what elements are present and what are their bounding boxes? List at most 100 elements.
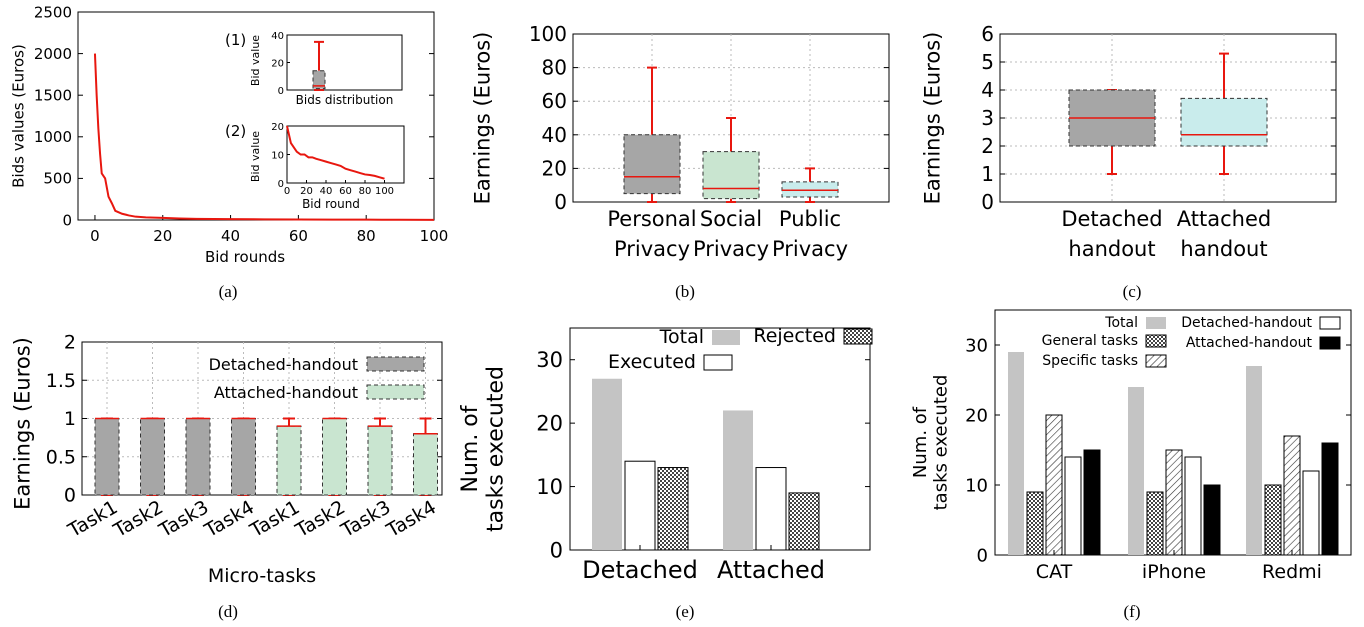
box [1068, 89, 1156, 175]
legend-swatch [843, 328, 873, 345]
y-tick-label: 0 [62, 211, 72, 229]
box [312, 40, 326, 91]
inset-x-tick-label: 20 [300, 186, 313, 197]
y-axis-label-group: Bid value [249, 35, 262, 86]
caption-a: (a) [218, 282, 238, 301]
x-tick-label: Task4 [382, 496, 440, 542]
legend-swatch [366, 384, 425, 400]
inset-x-tick-label: 80 [359, 186, 372, 197]
bar [1146, 491, 1164, 556]
box-body [1180, 97, 1268, 147]
y-tick-label: 0.5 [46, 446, 76, 468]
chart-d: 00.511.52Task1Task2Task3Task4Task1Task2T… [10, 332, 443, 587]
y-axis-label: Earnings (Euros) [10, 337, 34, 510]
box-body [367, 425, 393, 496]
x-tick-label: 40 [221, 227, 240, 245]
box-body [623, 134, 681, 195]
y-axis-label: tasks executed [483, 366, 508, 532]
chart-c: 0 1 2 3 4 5 6 Detached handout Attached handout Ear… [920, 22, 1337, 261]
bar [1203, 484, 1221, 556]
inset-y-tick-label: 0 [278, 179, 284, 190]
legend-swatch [1319, 336, 1341, 350]
box [231, 417, 256, 496]
legend-label: Specific tasks [1042, 353, 1138, 369]
box-body [781, 181, 839, 198]
x-tick-label: 60 [289, 227, 308, 245]
x-tick-label: Detached [1061, 207, 1162, 231]
series-line [93, 53, 435, 221]
legend-label: Rejected [753, 325, 836, 347]
chart-e: 0 10 20 30 Detached Attached Num. of tasks exec… [458, 325, 873, 584]
bar [657, 467, 689, 551]
legend-swatch [712, 330, 740, 345]
x-tick-label: Task3 [337, 496, 395, 542]
y-tick-label: 100 [529, 22, 567, 46]
legend-label: General tasks [1042, 333, 1138, 349]
y-tick-label: 6 [981, 22, 994, 46]
box-body [322, 418, 347, 496]
bar [1283, 435, 1301, 556]
y-tick-label: 4 [981, 78, 994, 102]
bar [1083, 449, 1101, 556]
y-tick-label: 10 [536, 475, 563, 499]
x-tick-label: Privacy [772, 237, 848, 261]
legend-label: Attached-handout [1186, 335, 1313, 351]
inset-x-tick-label: 60 [339, 186, 352, 197]
y-tick-label: 2500 [34, 3, 72, 21]
x-tick-label: Task2 [109, 496, 167, 542]
y-tick-label: 60 [542, 89, 567, 113]
bar [755, 467, 787, 551]
inset-x-axis-label: Bids distribution [296, 93, 394, 107]
legend-label: Total [1104, 315, 1138, 331]
legend-swatch [1319, 316, 1341, 330]
x-tick-label: handout [1068, 237, 1155, 261]
inset-y-tick-label: 0 [278, 86, 284, 97]
y-tick-label: 2 [64, 332, 76, 354]
legend-label: Attached-handout [214, 383, 358, 402]
bar [624, 460, 656, 551]
inset-series-line [286, 125, 385, 180]
caption-d: (d) [218, 602, 238, 621]
y-axis-label: Earnings (Euros) [470, 32, 494, 205]
y-tick-label: 20 [965, 405, 988, 426]
plot-frame [569, 327, 871, 551]
x-tick-label: Attached [717, 556, 825, 584]
x-tick-label: Privacy [693, 237, 769, 261]
y-tick-label: 30 [536, 348, 563, 372]
x-tick-label: Detached [582, 556, 698, 584]
inset-frame [286, 125, 405, 184]
inset-tag: (2) [225, 122, 246, 140]
x-tick-label: Attached [1177, 207, 1271, 231]
x-tick-label: Social [700, 207, 762, 231]
y-axis-label-group: Num. of tasks executed [910, 375, 952, 511]
x-axis-label: Bid rounds [205, 248, 285, 266]
y-tick-label: 1.5 [46, 370, 76, 392]
y-tick-label: 3 [981, 106, 994, 130]
x-tick-label: Task1 [246, 496, 304, 542]
chart-f: 0 10 20 30 CAT iPhone Redmi Num. of tasks execut… [910, 309, 1352, 583]
y-axis-label: Bid value [249, 131, 262, 182]
y-tick-label: 40 [542, 123, 567, 147]
x-tick-label: Personal [607, 207, 696, 231]
bar [788, 492, 820, 551]
bar [1128, 387, 1144, 555]
y-tick-label: 0 [977, 545, 988, 566]
inset-tag: (1) [225, 31, 246, 49]
box [413, 417, 438, 496]
legend-label: Total [659, 326, 704, 348]
inset-y-tick-label: 20 [271, 122, 284, 133]
x-tick-label: Privacy [614, 237, 690, 261]
box [367, 417, 393, 496]
inset-y-tick-label: 10 [271, 151, 284, 162]
y-tick-label: 20 [536, 411, 563, 435]
y-tick-label: 1 [981, 162, 994, 186]
y-tick-label: 0 [554, 190, 567, 214]
x-tick-label: 20 [153, 227, 172, 245]
chart-b: 0 20 40 60 80 100 Personal Privacy Social Privacy… [470, 22, 890, 261]
legend-label: Detached-handout [209, 355, 358, 374]
caption-c: (c) [1122, 282, 1142, 301]
y-tick-label: 1000 [34, 128, 72, 146]
box-body [413, 433, 438, 496]
